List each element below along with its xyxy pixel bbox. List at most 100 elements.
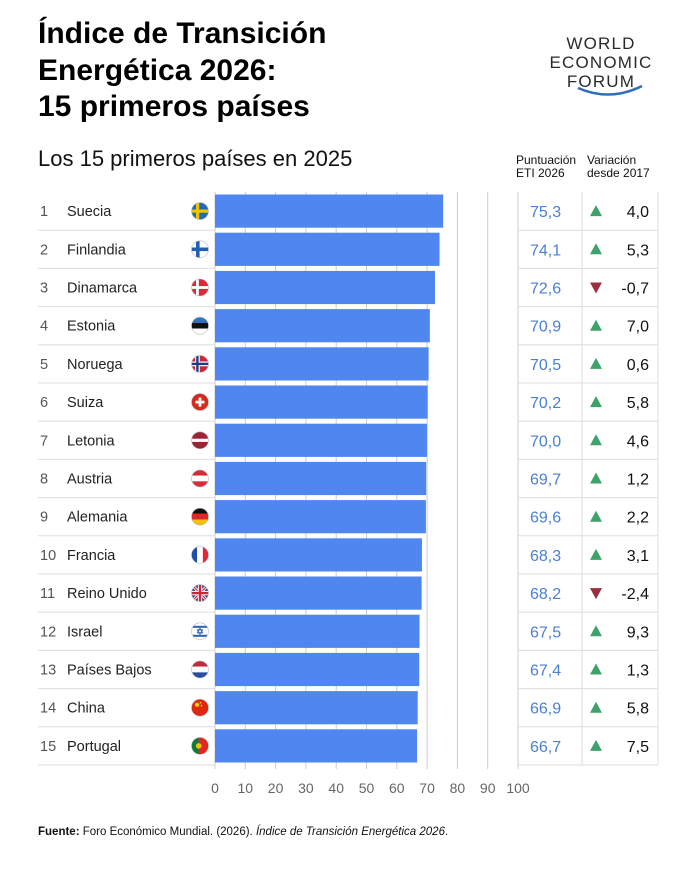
rank-label: 11 [40,586,55,602]
up-arrow-icon [590,663,602,675]
portugal-flag-icon [191,737,209,755]
country-label: Finlandia [67,242,127,258]
rank-label: 12 [40,624,56,640]
change-label: 5,3 [627,242,649,259]
rank-label: 15 [40,739,56,755]
score-label: 72,6 [530,281,561,298]
x-tick-label: 90 [480,780,496,796]
bar [215,385,428,419]
uk-flag-icon [191,584,209,602]
score-label: 70,5 [530,357,561,374]
chart-subtitle: Los 15 primeros países en 2025 [38,146,353,171]
score-column-header: Puntuación ETI 2026 [516,154,576,180]
up-arrow-icon [590,357,602,369]
country-label: Francia [67,548,116,564]
score-label: 74,1 [530,242,561,259]
x-tick-label: 30 [298,780,314,796]
score-label: 66,7 [530,739,561,756]
up-arrow-icon [590,548,602,560]
up-arrow-icon [590,243,602,255]
rank-label: 1 [40,204,48,220]
source-end: . [444,826,449,838]
logo-line: WORLD [566,34,636,53]
bar [215,652,420,687]
country-label: Suecia [67,204,112,220]
up-arrow-icon [590,396,602,408]
source-label: Fuente: [38,826,80,838]
x-tick-label: 20 [268,780,284,796]
country-label: Portugal [67,739,121,755]
rank-label: 6 [40,395,48,411]
change-header-line: desde 2017 [587,166,650,180]
score-label: 66,9 [530,701,561,718]
finland-flag-icon [191,240,209,259]
country-label: China [67,701,106,717]
country-label: Reino Unido [67,586,147,602]
china-flag-icon [191,698,209,717]
score-header-line: ETI 2026 [516,166,565,180]
country-label: Noruega [67,357,124,373]
bar [215,691,418,725]
norway-flag-icon [191,355,209,373]
rank-label: 14 [40,701,56,717]
rank-label: 2 [40,242,48,258]
rank-label: 8 [40,472,48,488]
score-label: 69,6 [530,510,561,527]
change-label: 4,0 [627,204,649,221]
up-arrow-icon [590,510,602,522]
change-label: 5,8 [627,395,649,412]
title-line: Energética 2026: [38,53,277,87]
denmark-flag-icon [191,278,209,297]
bar [215,614,420,648]
country-label: Israel [67,624,102,640]
x-tick-label: 40 [328,780,344,796]
estonia-flag-icon [191,316,209,335]
bar [215,194,444,228]
logo-line: FORUM [566,72,636,91]
rank-label: 5 [40,357,48,373]
wef-logo: WORLD ECONOMIC FORUM [536,34,666,114]
change-label: 2,2 [627,510,649,527]
country-label: Países Bajos [67,663,152,679]
bar [215,347,429,381]
score-label: 69,7 [530,472,561,489]
down-arrow-icon [590,588,602,600]
source-note: Fuente: Foro Económico Mundial. (2026). … [38,826,448,838]
change-column-header: Variación desde 2017 [587,154,650,180]
down-arrow-icon [590,282,602,294]
x-tick-label: 80 [450,780,466,796]
up-arrow-icon [590,739,602,751]
country-label: Letonia [67,433,116,449]
change-label: 3,1 [627,548,649,565]
change-label: 7,0 [627,319,649,336]
logo-arc-icon [577,84,643,96]
change-label: 0,6 [627,357,649,374]
score-label: 70,2 [530,395,561,412]
change-label: 5,8 [627,701,649,718]
up-arrow-icon [590,701,602,713]
x-tick-label: 10 [238,780,254,796]
up-arrow-icon [590,472,602,484]
x-tick-label: 70 [419,780,435,796]
rank-label: 4 [40,319,48,335]
source-title: Índice de Transición Energética 2026 [255,826,445,838]
bar [215,500,426,534]
bar-chart: 1 Suecia 75,3 4,0 2 Finlandia 74,1 5,3 3 Dinamarc… [38,192,659,796]
bar [215,461,427,496]
bar [215,270,435,305]
change-label: -2,4 [621,586,649,603]
score-label: 70,0 [530,433,561,450]
change-label: 1,3 [627,663,649,680]
austria-flag-icon [191,469,209,488]
score-label: 67,5 [530,624,561,641]
change-header-line: Variación [587,153,637,167]
up-arrow-icon [590,319,602,331]
title-line: 15 primeros países [38,90,310,123]
latvia-flag-icon [191,431,209,450]
rank-label: 3 [40,281,48,297]
up-arrow-icon [590,625,602,637]
score-label: 68,2 [530,586,561,603]
country-label: Alemania [67,510,128,526]
x-tick-label: 0 [211,780,219,796]
rank-label: 13 [40,663,56,679]
